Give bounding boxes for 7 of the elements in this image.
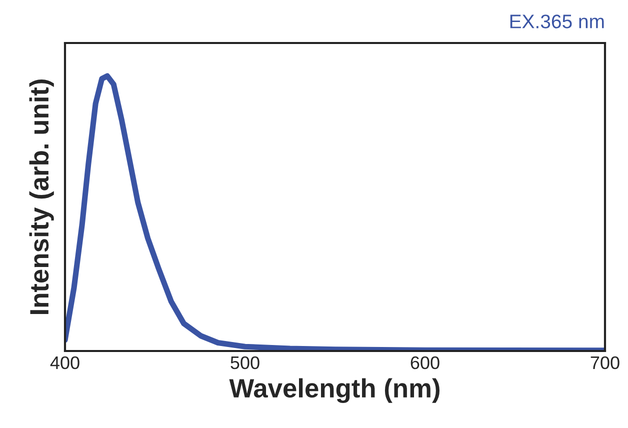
x-tick-label: 500 bbox=[230, 356, 260, 370]
y-axis-title: Intensity (arb. unit) bbox=[29, 80, 54, 314]
x-tick-label: 700 bbox=[590, 356, 620, 370]
x-tick-label: 400 bbox=[50, 356, 80, 370]
x-axis-title: Wavelength (nm) bbox=[229, 378, 440, 403]
text: EX.365 nm bbox=[510, 14, 604, 28]
x-tick-label: 600 bbox=[410, 356, 440, 370]
